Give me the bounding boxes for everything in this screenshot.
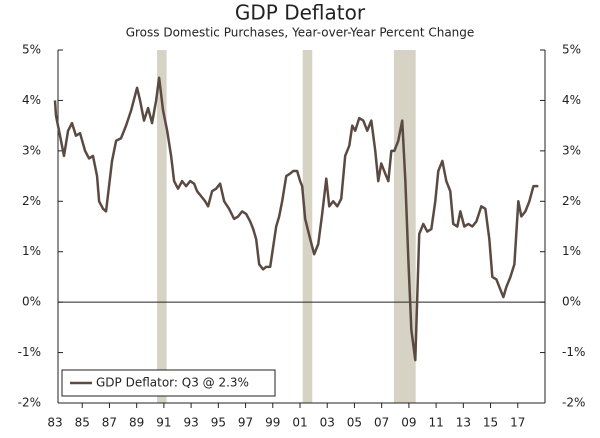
x-tick-label: 07 bbox=[374, 416, 389, 430]
x-tick-label: 99 bbox=[265, 416, 280, 430]
y2-tick-label: 4% bbox=[562, 93, 581, 107]
data-line bbox=[53, 76, 539, 362]
y-tick-label: 2% bbox=[22, 194, 41, 208]
x-tick-label: 13 bbox=[456, 416, 471, 430]
x-tick-label: 15 bbox=[483, 416, 498, 430]
x-tick-label: 95 bbox=[211, 416, 226, 430]
y-tick-label: -1% bbox=[18, 345, 41, 359]
x-tick-label: 09 bbox=[401, 416, 416, 430]
x-tick-label: 91 bbox=[156, 416, 171, 430]
x-tick-label: 89 bbox=[129, 416, 144, 430]
y-tick-label: 3% bbox=[22, 143, 41, 157]
x-tick-label: 93 bbox=[183, 416, 198, 430]
y-tick-label: -2% bbox=[18, 396, 41, 410]
chart-subtitle: Gross Domestic Purchases, Year-over-Year… bbox=[126, 26, 475, 40]
x-tick-label: 03 bbox=[320, 416, 335, 430]
y2-tick-label: 3% bbox=[562, 143, 581, 157]
y-tick-label: 4% bbox=[22, 93, 41, 107]
y2-tick-label: 1% bbox=[562, 244, 581, 258]
legend-box bbox=[61, 369, 276, 397]
x-tick-label: 05 bbox=[347, 416, 362, 430]
y-tick-label: 5% bbox=[22, 43, 41, 57]
y2-tick-label: 2% bbox=[562, 194, 581, 208]
y2-tick-label: 5% bbox=[562, 43, 581, 57]
x-tick-label: 85 bbox=[75, 416, 90, 430]
chart-title: GDP Deflator bbox=[235, 1, 366, 25]
x-tick-label: 01 bbox=[292, 416, 307, 430]
y2-tick-label: 0% bbox=[562, 295, 581, 309]
x-tick-label: 17 bbox=[510, 416, 525, 430]
y-tick-label: 0% bbox=[22, 295, 41, 309]
recession-band bbox=[157, 50, 167, 403]
x-tick-label: 97 bbox=[238, 416, 253, 430]
y-tick-label: 1% bbox=[22, 244, 41, 258]
y2-tick-label: -2% bbox=[562, 396, 585, 410]
x-tick-label: 83 bbox=[47, 416, 62, 430]
y2-tick-label: -1% bbox=[562, 345, 585, 359]
x-tick-label: 11 bbox=[428, 416, 443, 430]
x-tick-label: 87 bbox=[102, 416, 117, 430]
legend-label: GDP Deflator: Q3 @ 2.3% bbox=[96, 376, 249, 390]
recession-band bbox=[393, 50, 416, 403]
